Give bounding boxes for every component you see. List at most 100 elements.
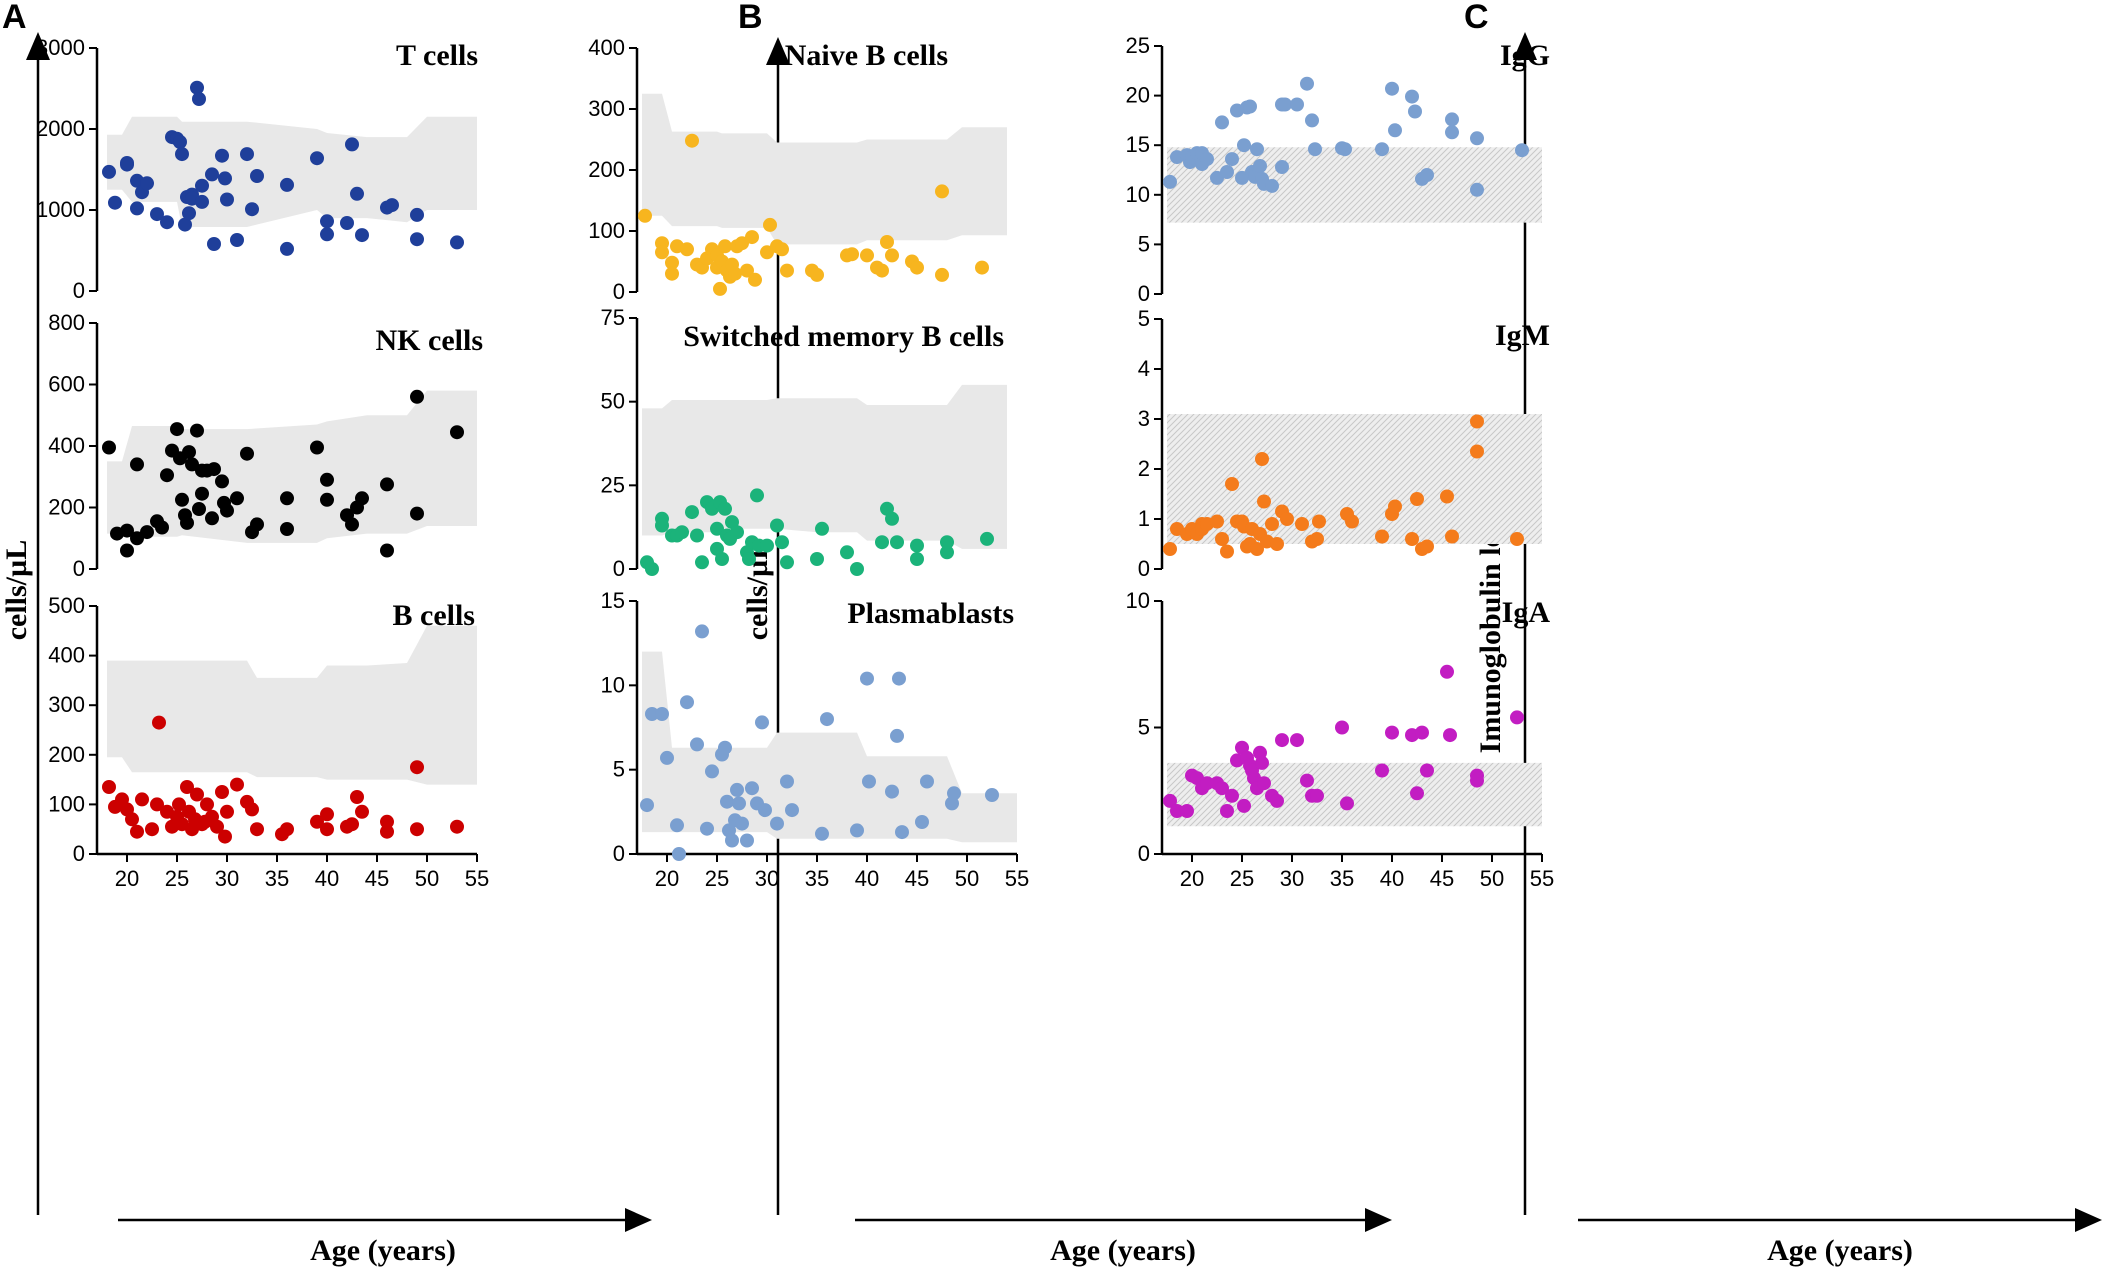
- data-point: [102, 440, 116, 455]
- data-point: [710, 521, 724, 536]
- data-point: [280, 491, 294, 506]
- data-point: [780, 263, 794, 278]
- y-tick-label: 200: [588, 157, 625, 182]
- data-point: [815, 826, 829, 841]
- y-tick-label: 2000: [36, 116, 85, 141]
- data-point: [180, 515, 194, 530]
- chart-igg: 0 5 10 15 20 25 IgG: [1126, 33, 1550, 306]
- y-tick-label: 4: [1138, 356, 1150, 381]
- x-tick-label: 55: [1005, 866, 1029, 891]
- data-point: [240, 147, 254, 162]
- data-point: [810, 552, 824, 566]
- data-point: [775, 242, 789, 257]
- data-point: [695, 555, 709, 570]
- data-point: [685, 133, 699, 148]
- data-point: [245, 202, 259, 217]
- data-point: [1225, 477, 1239, 491]
- y-tick-label: 400: [48, 433, 85, 458]
- x-tick-label: 45: [905, 866, 929, 891]
- data-point: [645, 562, 659, 576]
- data-point: [718, 740, 732, 755]
- y-tick-label: 10: [601, 672, 625, 697]
- data-point: [192, 92, 206, 106]
- data-point: [1420, 539, 1434, 554]
- y-tick-label: 400: [48, 643, 85, 668]
- data-point: [730, 525, 744, 540]
- data-point: [230, 491, 244, 506]
- chart-iga: 0 5 10 20 25 30 35 40 45 50 55 IgA: [1126, 588, 1555, 891]
- data-point: [705, 764, 719, 779]
- x-tick-label: 35: [1330, 866, 1354, 891]
- data-point: [195, 178, 209, 193]
- data-point: [1300, 76, 1314, 91]
- chart-title: IgA: [1502, 596, 1551, 629]
- y-tick-label: 2: [1138, 456, 1150, 481]
- data-point: [220, 804, 234, 819]
- data-point: [915, 815, 929, 829]
- data-point: [740, 263, 754, 278]
- panel-letter-c: C: [1464, 0, 1489, 36]
- x-tick-label: 20: [115, 866, 139, 891]
- y-tick-label: 0: [1138, 281, 1150, 306]
- chart-title: Switched memory B cells: [683, 320, 1004, 353]
- x-tick-label: 20: [655, 866, 679, 891]
- data-point: [380, 824, 394, 839]
- y-tick-label: 5: [1138, 306, 1150, 331]
- data-point: [250, 517, 264, 532]
- data-point: [718, 239, 732, 254]
- y-tick-label: 0: [613, 556, 625, 581]
- x-tick-label: 25: [1230, 866, 1254, 891]
- data-point: [280, 177, 294, 192]
- data-point: [145, 822, 159, 837]
- data-point: [1305, 113, 1319, 128]
- y-tick-label: 50: [601, 389, 625, 414]
- data-point: [860, 248, 874, 263]
- x-tick-label: 30: [1280, 866, 1304, 891]
- data-point: [1265, 517, 1279, 531]
- data-point: [840, 545, 854, 560]
- data-point: [410, 506, 424, 521]
- data-point: [385, 198, 399, 213]
- chart-title: Plasmablasts: [847, 597, 1014, 630]
- y-tick-label: 1: [1138, 506, 1150, 531]
- data-point: [220, 503, 234, 518]
- data-point: [1257, 776, 1271, 791]
- data-point: [935, 184, 949, 199]
- y-tick-label: 300: [48, 692, 85, 717]
- data-point: [780, 774, 794, 789]
- data-point: [655, 518, 669, 533]
- data-point: [1220, 804, 1234, 818]
- x-tick-label: 50: [955, 866, 979, 891]
- data-point: [700, 821, 714, 836]
- y-tick-label: 600: [48, 372, 85, 397]
- reference-range-band: [1167, 147, 1542, 223]
- data-point: [875, 535, 889, 550]
- data-point: [218, 829, 232, 844]
- data-point: [1335, 720, 1349, 735]
- data-point: [215, 785, 229, 799]
- data-point: [1440, 664, 1454, 679]
- y-tick-label: 0: [73, 278, 85, 303]
- y-tick-label: 5: [1138, 231, 1150, 256]
- data-point: [245, 802, 259, 817]
- data-point: [1510, 710, 1524, 725]
- data-point: [758, 803, 772, 818]
- data-point: [450, 425, 464, 440]
- data-point: [1215, 115, 1229, 130]
- y-tick-label: 3000: [36, 35, 85, 60]
- data-point: [748, 272, 762, 287]
- x-tick-label: 25: [165, 866, 189, 891]
- data-point: [350, 790, 364, 804]
- data-point: [130, 531, 144, 546]
- data-point: [1408, 104, 1422, 119]
- data-point: [150, 797, 164, 812]
- data-point: [200, 797, 214, 812]
- data-point: [860, 671, 874, 686]
- data-point: [340, 216, 354, 230]
- data-point: [230, 777, 244, 792]
- data-point: [410, 389, 424, 404]
- data-point: [1375, 142, 1389, 157]
- y-tick-label: 0: [1138, 556, 1150, 581]
- data-point: [980, 531, 994, 546]
- y-tick-label: 25: [601, 472, 625, 497]
